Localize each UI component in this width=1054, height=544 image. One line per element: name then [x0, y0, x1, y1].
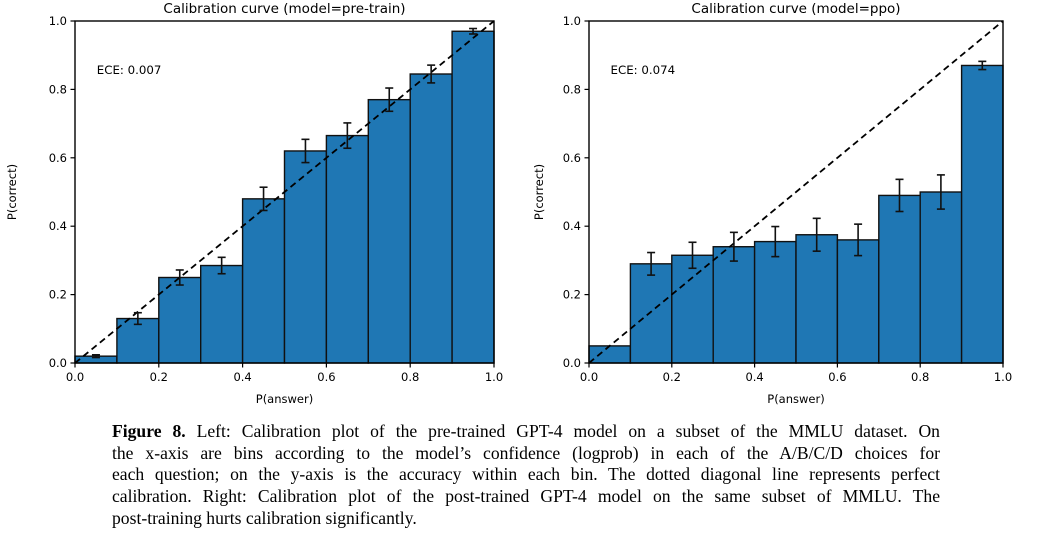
histogram-bar: [199, 264, 244, 364]
histogram-bar: [712, 246, 756, 364]
y-tick-label: 0.0: [49, 356, 67, 370]
caption-line: post-training hurts calibration signific…: [112, 507, 417, 528]
chart-title: Calibration curve (model=ppo): [691, 1, 900, 17]
calibration-chart-ppo: 0.0 0.2 0.4 0.6 0.8 1.0 0.0 0.2 0.4 0.6 0.8 1.0 Cali…: [532, 1, 1012, 406]
figure-label: Figure 8.: [112, 421, 186, 441]
caption-line: calibration. Right: Calibration plot of …: [112, 486, 940, 507]
histogram-bar: [836, 239, 880, 364]
y-tick-label: 0.0: [563, 356, 581, 370]
caption-line: Figure 8. Left: Calibration plot of the …: [112, 421, 940, 443]
histogram-bar: [241, 198, 286, 364]
y-tick-label: 0.8: [49, 82, 67, 96]
histogram-bar: [629, 263, 673, 364]
x-tick-label: 1.0: [994, 370, 1012, 384]
histogram-bar: [283, 150, 328, 364]
histogram-bar: [671, 254, 714, 364]
y-tick-label: 0.6: [563, 151, 581, 165]
figure-row: 0.0 0.2 0.4 0.6 0.8 1.0 0.0 0.2 0.4 0.6 0.8 1.0 Cali…: [0, 0, 1054, 413]
x-tick-label: 0.6: [828, 370, 846, 384]
y-tick-label: 0.2: [49, 288, 67, 302]
x-tick-label: 0.4: [745, 370, 763, 384]
chart-title: Calibration curve (model=pre-train): [163, 1, 405, 17]
histogram-bar: [753, 240, 797, 364]
chart-box-pretrain: 0.0 0.2 0.4 0.6 0.8 1.0 0.0 0.2 0.4 0.6 0.8 1.0 Cali…: [0, 0, 527, 413]
y-axis-label: P(correct): [5, 164, 19, 220]
histogram-bar: [451, 30, 495, 364]
y-tick-label: 1.0: [563, 14, 581, 28]
y-tick-label: 0.6: [49, 151, 67, 165]
y-tick-label: 0.4: [563, 219, 581, 233]
histogram-bar: [588, 345, 632, 364]
x-tick-label: 1.0: [485, 370, 503, 384]
x-tick-label: 0.4: [233, 370, 251, 384]
x-tick-label: 0.8: [401, 370, 419, 384]
histogram-bar: [116, 317, 160, 364]
perfect-calibration-line: [74, 20, 495, 364]
y-tick-label: 0.2: [563, 288, 581, 302]
histogram-bar: [325, 134, 369, 364]
calibration-chart-pretrain: 0.0 0.2 0.4 0.6 0.8 1.0 0.0 0.2 0.4 0.6 0.8 1.0 Cali…: [5, 1, 503, 406]
caption-line: each question; on the y-axis is the accu…: [112, 464, 940, 485]
x-axis-label: P(answer): [767, 392, 824, 406]
y-tick-label: 0.8: [563, 82, 581, 96]
caption-line: the x-axis are bins according to the mod…: [112, 442, 940, 463]
x-tick-label: 0.2: [150, 370, 168, 384]
x-tick-label: 0.2: [663, 370, 681, 384]
plot-frame: [588, 20, 1004, 364]
x-axis-label: P(answer): [256, 392, 313, 406]
x-tick-label: 0.8: [911, 370, 929, 384]
histogram-bar: [409, 73, 453, 364]
histogram-bar: [960, 64, 1004, 364]
histogram-bar: [367, 98, 411, 364]
figure-caption: Figure 8. Left: Calibration plot of the …: [112, 421, 940, 530]
y-axis-label: P(correct): [532, 164, 546, 220]
y-tick-label: 1.0: [49, 14, 67, 28]
histogram-bar: [795, 234, 839, 364]
x-tick-label: 0.0: [66, 370, 84, 384]
histogram-bar: [919, 191, 963, 364]
ece-annotation: ECE: 0.007: [97, 63, 162, 77]
histogram-bar: [158, 276, 202, 364]
y-tick-label: 0.4: [49, 219, 67, 233]
x-tick-label: 0.0: [580, 370, 598, 384]
chart-box-ppo: 0.0 0.2 0.4 0.6 0.8 1.0 0.0 0.2 0.4 0.6 0.8 1.0 Cali…: [527, 0, 1054, 413]
plot-frame: [74, 20, 495, 364]
ece-annotation: ECE: 0.074: [611, 63, 676, 77]
perfect-calibration-line: [588, 20, 1004, 364]
histogram-bar: [878, 194, 921, 364]
caption-text: Left: Calibration plot of the pre-traine…: [185, 421, 940, 441]
x-tick-label: 0.6: [317, 370, 335, 384]
